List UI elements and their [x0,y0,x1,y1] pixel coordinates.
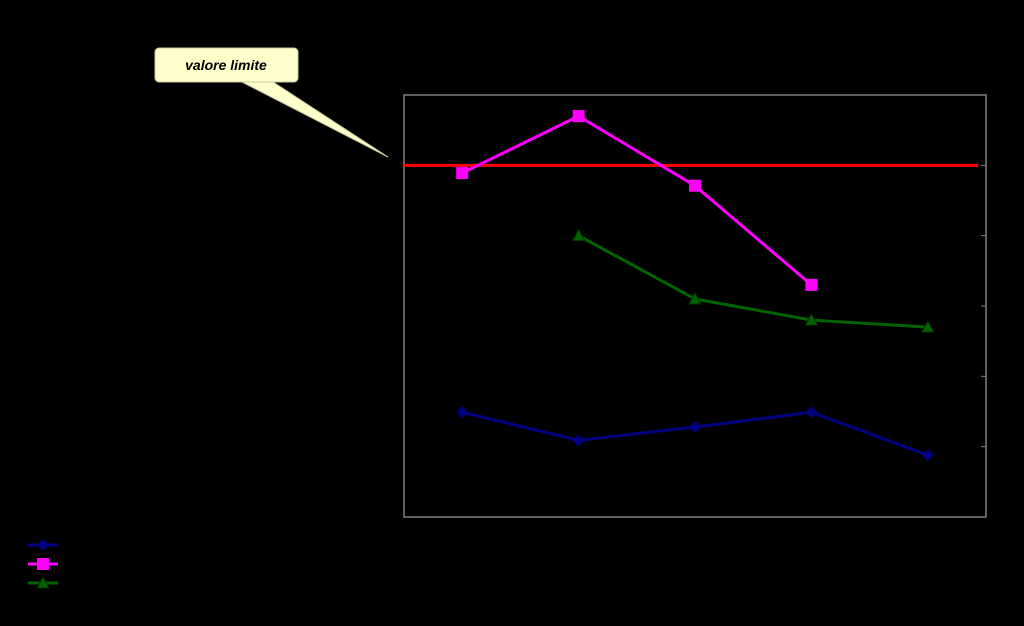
data-point [921,449,934,462]
callout-label: valore limite [185,57,267,73]
series-line [577,234,928,329]
data-point [920,320,935,333]
series-line [461,114,813,287]
legend-marker [37,558,49,570]
data-point [689,420,701,433]
data-point [572,110,585,123]
data-point [571,228,586,242]
legend-marker [37,539,49,551]
data-point [456,406,469,419]
data-point [805,278,818,291]
legend-marker [36,575,50,589]
data-point [572,434,585,447]
data-point [804,313,819,326]
data-point [688,291,702,305]
data-point [805,406,818,419]
data-point [689,179,701,192]
callout-box [154,47,299,83]
data-point [456,167,469,180]
